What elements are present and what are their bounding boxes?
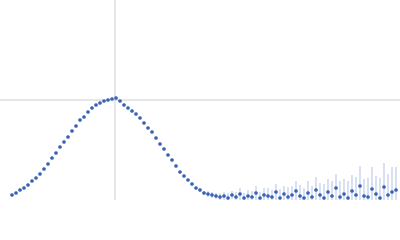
data-point <box>70 129 74 133</box>
data-point <box>14 191 18 195</box>
data-point <box>154 136 158 140</box>
data-point <box>350 189 354 193</box>
data-point <box>62 140 66 144</box>
data-point <box>54 151 58 155</box>
data-point <box>290 193 294 197</box>
data-point <box>270 195 274 199</box>
data-point <box>370 187 374 191</box>
data-point <box>86 110 90 114</box>
data-point <box>114 96 118 100</box>
data-point <box>90 106 94 110</box>
data-point <box>394 188 398 192</box>
data-point <box>74 124 78 128</box>
data-point <box>386 193 390 197</box>
data-point <box>390 190 394 194</box>
data-point <box>110 97 114 101</box>
data-point <box>102 99 106 103</box>
data-point <box>238 192 242 196</box>
data-point <box>130 109 134 113</box>
data-point <box>358 184 362 188</box>
data-point <box>382 185 386 189</box>
data-point <box>38 172 42 176</box>
data-point <box>138 116 142 120</box>
data-point <box>278 196 282 200</box>
data-point <box>262 193 266 197</box>
data-point <box>222 194 226 198</box>
data-point <box>34 176 38 180</box>
data-point <box>122 103 126 107</box>
data-point <box>18 188 22 192</box>
data-point <box>134 112 138 116</box>
data-point <box>354 193 358 197</box>
data-point <box>26 183 30 187</box>
data-point <box>362 194 366 198</box>
data-point <box>302 196 306 200</box>
data-point <box>170 158 174 162</box>
data-point <box>174 164 178 168</box>
data-point <box>194 186 198 190</box>
data-point <box>338 195 342 199</box>
data-point <box>318 193 322 197</box>
data-point <box>202 191 206 195</box>
data-point <box>198 188 202 192</box>
data-point <box>210 193 214 197</box>
data-point <box>330 194 334 198</box>
data-point <box>314 188 318 192</box>
data-point <box>30 179 34 183</box>
data-point <box>366 195 370 199</box>
data-point <box>146 126 150 130</box>
data-point <box>78 118 82 122</box>
data-point <box>266 194 270 198</box>
data-point <box>22 186 26 190</box>
data-point <box>334 186 338 190</box>
data-point <box>150 130 154 134</box>
data-point <box>190 182 194 186</box>
data-point <box>162 147 166 151</box>
data-point <box>118 99 122 103</box>
data-point <box>346 196 350 200</box>
data-point <box>206 192 210 196</box>
data-point <box>98 101 102 105</box>
data-point <box>254 191 258 195</box>
data-point <box>378 196 382 200</box>
data-point <box>306 191 310 195</box>
data-point <box>46 162 50 166</box>
data-point <box>322 196 326 200</box>
data-point <box>106 98 110 102</box>
data-point <box>126 106 130 110</box>
data-point <box>282 192 286 196</box>
data-point <box>374 192 378 196</box>
data-point <box>10 193 14 197</box>
data-point <box>218 195 222 199</box>
data-point <box>226 196 230 200</box>
data-point <box>310 195 314 199</box>
data-point <box>42 167 46 171</box>
data-point <box>234 195 238 199</box>
data-point <box>230 193 234 197</box>
data-point <box>250 195 254 199</box>
data-point <box>274 190 278 194</box>
data-point <box>258 196 262 200</box>
data-point <box>182 174 186 178</box>
data-point <box>166 153 170 157</box>
data-point <box>50 156 54 160</box>
data-point <box>214 194 218 198</box>
data-point <box>94 103 98 107</box>
data-point <box>246 194 250 198</box>
data-point <box>66 135 70 139</box>
data-point <box>342 192 346 196</box>
data-point <box>178 170 182 174</box>
data-point <box>82 115 86 119</box>
data-point <box>58 145 62 149</box>
data-point <box>286 195 290 199</box>
data-point <box>298 194 302 198</box>
data-point <box>242 196 246 200</box>
data-point <box>326 190 330 194</box>
data-point <box>186 178 190 182</box>
data-point <box>158 142 162 146</box>
data-point <box>142 121 146 125</box>
data-point <box>294 189 298 193</box>
chart <box>0 0 400 200</box>
